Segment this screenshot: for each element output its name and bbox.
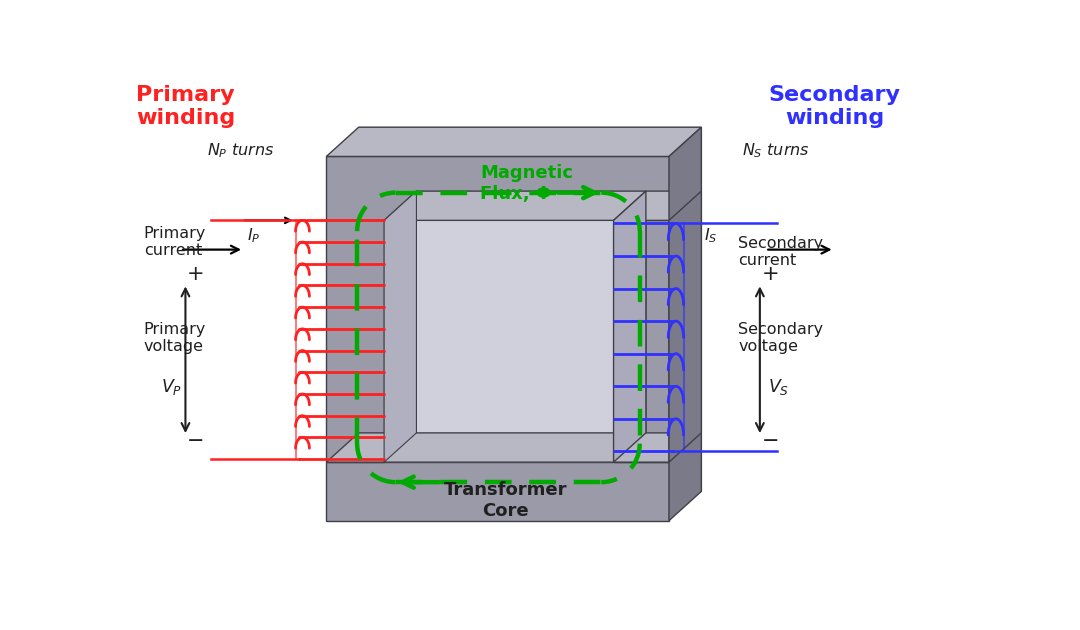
- Text: Transformer
Core: Transformer Core: [444, 481, 567, 520]
- Polygon shape: [669, 191, 701, 462]
- Polygon shape: [417, 191, 646, 433]
- Polygon shape: [326, 220, 384, 462]
- Text: +: +: [761, 264, 780, 284]
- Text: Secondary
current: Secondary current: [739, 236, 823, 268]
- Text: $N_S$ turns: $N_S$ turns: [742, 141, 810, 160]
- Text: $V_S$: $V_S$: [768, 377, 788, 398]
- Text: +: +: [187, 264, 204, 284]
- Text: Primary
winding: Primary winding: [136, 85, 235, 128]
- Text: $V_P$: $V_P$: [161, 377, 181, 398]
- Polygon shape: [326, 127, 701, 156]
- Polygon shape: [613, 191, 701, 220]
- Polygon shape: [326, 433, 701, 462]
- Text: Magnetic
Flux, Φ: Magnetic Flux, Φ: [481, 164, 573, 203]
- Text: $I_S$: $I_S$: [704, 226, 717, 245]
- Polygon shape: [384, 220, 613, 462]
- Polygon shape: [359, 127, 701, 491]
- Text: Primary
voltage: Primary voltage: [144, 322, 206, 355]
- Text: −: −: [761, 432, 780, 451]
- Text: Secondary
winding: Secondary winding: [769, 85, 901, 128]
- Text: $N_P$ turns: $N_P$ turns: [207, 141, 274, 160]
- Text: −: −: [187, 432, 204, 451]
- Polygon shape: [384, 191, 646, 220]
- Text: Primary
current: Primary current: [144, 226, 206, 258]
- Polygon shape: [613, 191, 646, 462]
- Polygon shape: [669, 127, 701, 520]
- Polygon shape: [613, 220, 669, 462]
- Polygon shape: [384, 191, 417, 462]
- Polygon shape: [326, 462, 669, 520]
- Text: $I_P$: $I_P$: [247, 226, 260, 245]
- Polygon shape: [326, 156, 669, 220]
- Text: Secondary
voltage: Secondary voltage: [739, 322, 823, 355]
